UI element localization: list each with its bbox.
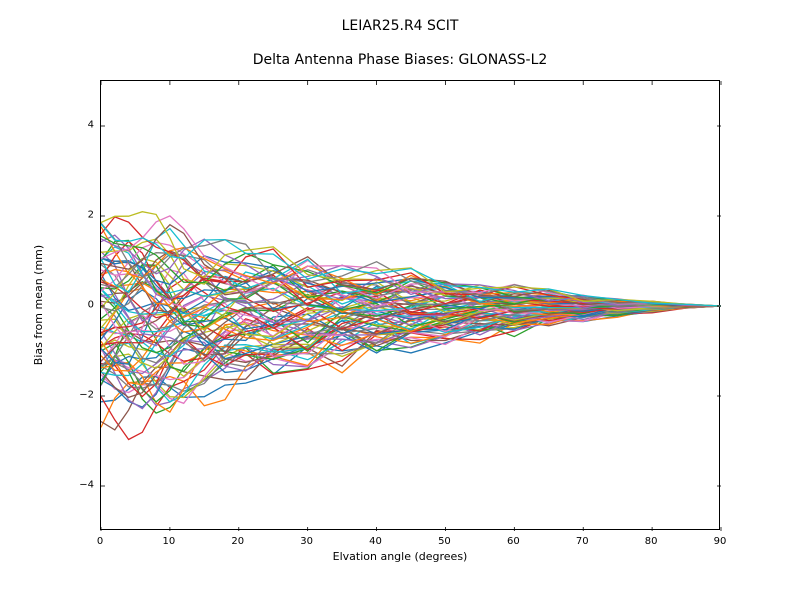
plot-area <box>100 80 720 530</box>
y-axis-label: Bias from mean (mm) <box>32 80 45 530</box>
x-tick-label: 70 <box>576 536 589 547</box>
x-tick-label: 60 <box>507 536 520 547</box>
figure-suptitle: LEIAR25.R4 SCIT <box>0 18 800 34</box>
x-tick-label: 90 <box>714 536 727 547</box>
x-tick-label: 30 <box>300 536 313 547</box>
x-tick-label: 50 <box>438 536 451 547</box>
x-tick-label: 40 <box>369 536 382 547</box>
x-tick-label: 10 <box>163 536 176 547</box>
y-tick-label: −4 <box>72 480 94 491</box>
y-tick-label: −2 <box>72 390 94 401</box>
x-tick-label: 20 <box>231 536 244 547</box>
x-tick-label: 80 <box>645 536 658 547</box>
y-tick-label: 2 <box>72 210 94 221</box>
y-tick-label: 0 <box>72 300 94 311</box>
y-tick-label: 4 <box>72 120 94 131</box>
tick-layer <box>101 81 721 531</box>
x-axis-label: Elvation angle (degrees) <box>0 550 800 563</box>
x-tick-label: 0 <box>97 536 103 547</box>
axes-title: Delta Antenna Phase Biases: GLONASS-L2 <box>0 52 800 68</box>
